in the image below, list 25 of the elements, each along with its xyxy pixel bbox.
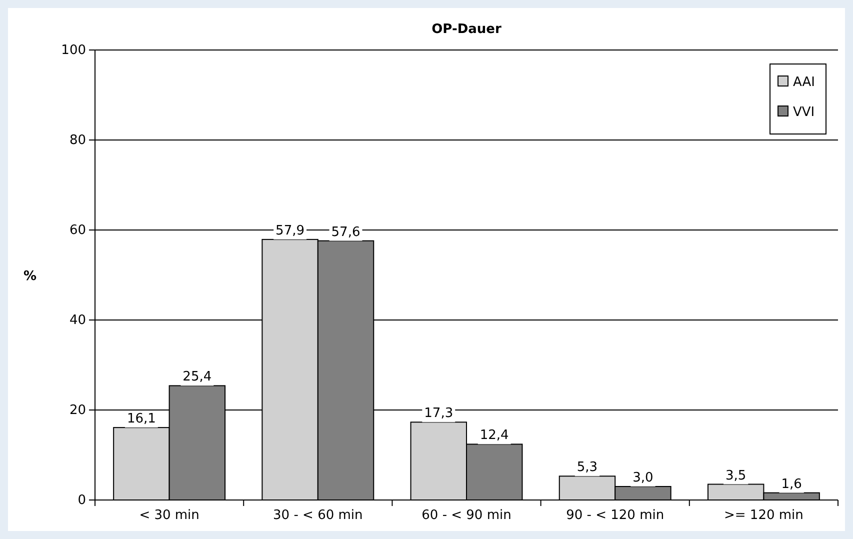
data-label: 3,5	[725, 468, 746, 484]
chart-title: OP-Dauer	[432, 22, 502, 37]
data-label: 57,9	[276, 223, 305, 238]
legend-label: VVI	[793, 105, 815, 120]
y-tick-label: 0	[78, 493, 86, 508]
data-label: 17,3	[424, 406, 454, 422]
data-label: 1,6	[781, 476, 802, 492]
x-tick-label: 30 - < 60 min	[273, 508, 363, 524]
y-axis-title: %	[23, 269, 37, 284]
data-label: 3,0	[632, 470, 654, 486]
y-tick-label: 100	[61, 43, 86, 58]
x-tick-label: < 30 min	[139, 508, 200, 524]
legend-label: AAI	[793, 75, 815, 90]
x-tick-label: 90 - < 120 min	[566, 508, 664, 524]
data-label: 57,6	[331, 224, 360, 240]
x-tick-label: 60 - < 90 min	[422, 508, 512, 524]
y-tick-label: 60	[69, 223, 86, 238]
data-label: 12,4	[480, 428, 509, 444]
data-label: 25,4	[182, 370, 212, 385]
data-label: 16,1	[126, 412, 156, 427]
x-tick-label: >= 120 min	[724, 508, 804, 524]
data-label: 5,3	[576, 460, 598, 476]
y-tick-label: 40	[69, 313, 86, 328]
y-tick-label: 20	[69, 403, 86, 418]
y-tick-label: 80	[69, 133, 86, 148]
